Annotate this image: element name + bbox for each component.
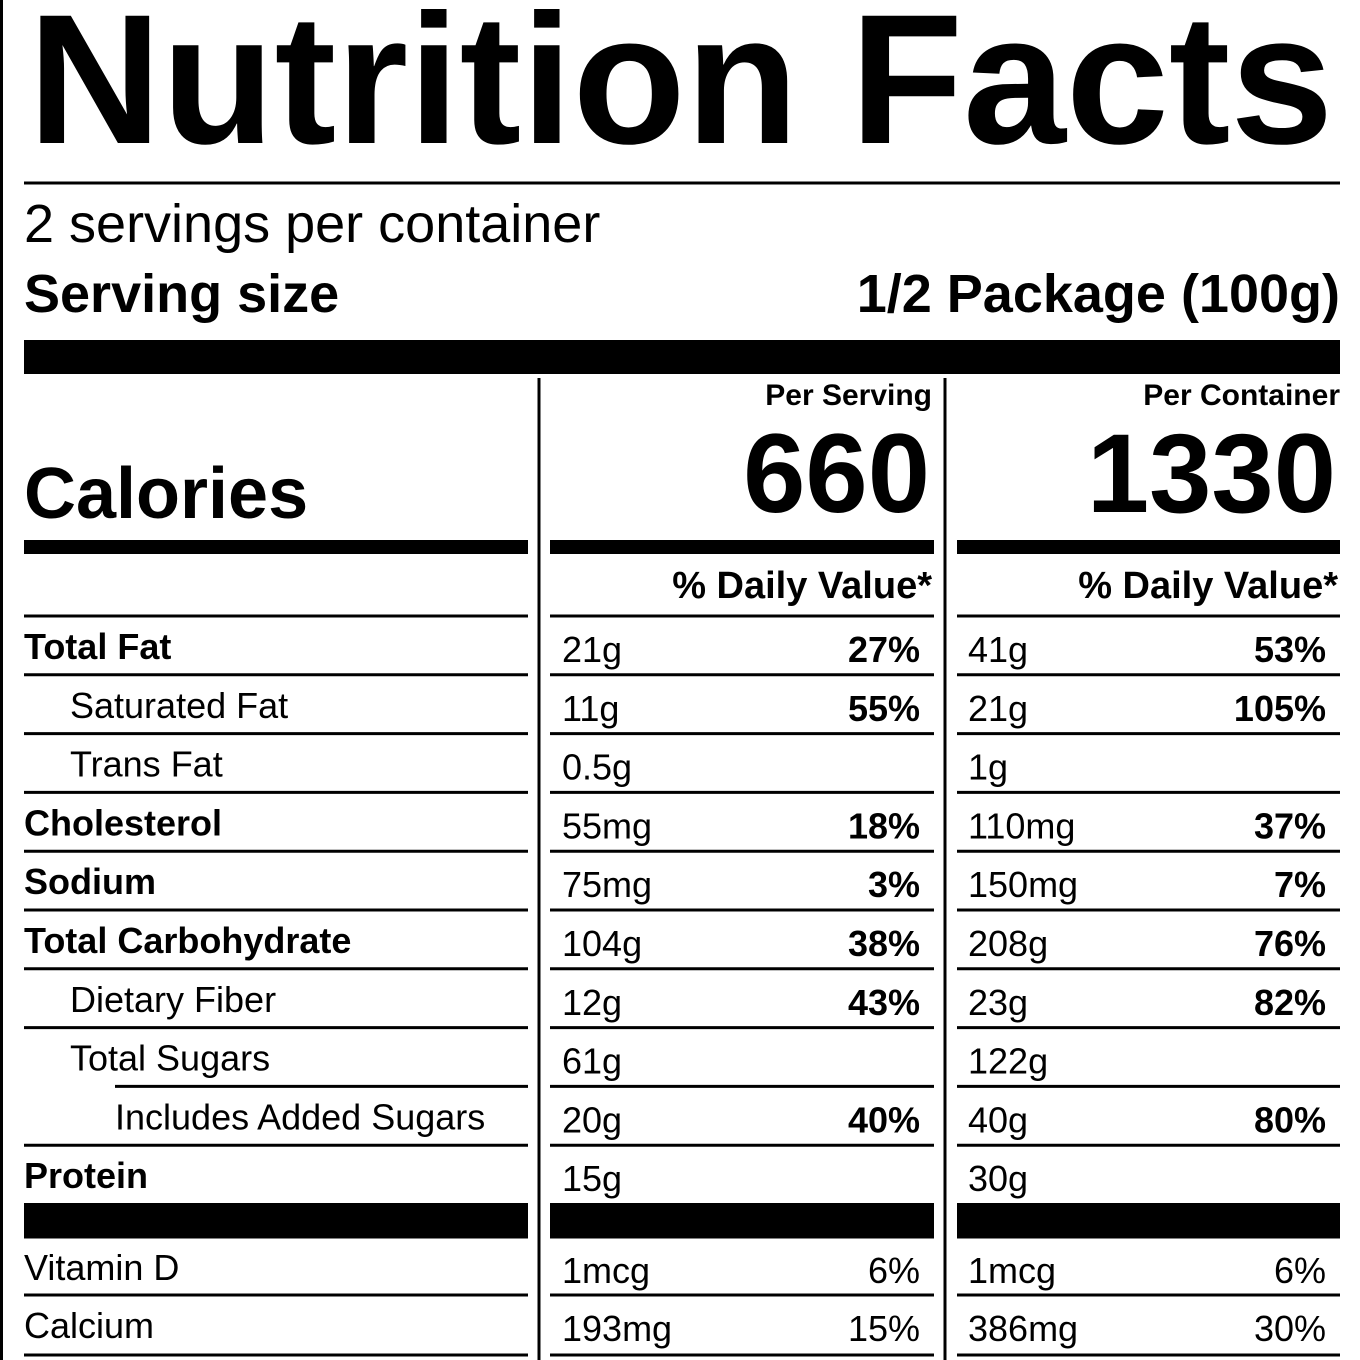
amount: 30g bbox=[968, 1158, 1028, 1199]
amount: 21g bbox=[562, 629, 622, 670]
daily-value: 82% bbox=[1254, 982, 1326, 1023]
daily-value: 43% bbox=[848, 982, 920, 1023]
daily-value: 7% bbox=[1274, 864, 1326, 905]
daily-value: 37% bbox=[1254, 805, 1326, 846]
nutrient-name: Protein bbox=[24, 1155, 148, 1196]
amount: 41g bbox=[968, 629, 1028, 670]
nutrient-name: Includes Added Sugars bbox=[115, 1096, 485, 1137]
amount: 55mg bbox=[562, 805, 652, 846]
nutrient-name: Calcium bbox=[24, 1305, 154, 1346]
amount: 110mg bbox=[968, 805, 1075, 846]
amount: 0.5g bbox=[562, 747, 632, 788]
amount: 386mg bbox=[968, 1308, 1078, 1349]
nutrient-name: Total Carbohydrate bbox=[24, 920, 351, 961]
serving-size-label: Serving size bbox=[24, 264, 339, 324]
column-header: Per Serving bbox=[765, 379, 932, 412]
daily-value: 3% bbox=[868, 864, 920, 905]
nutrient-name: Cholesterol bbox=[24, 802, 222, 843]
amount: 1mcg bbox=[562, 1250, 650, 1291]
daily-value: 18% bbox=[848, 805, 920, 846]
amount: 150mg bbox=[968, 864, 1078, 905]
daily-value: 6% bbox=[868, 1250, 920, 1291]
daily-value: 55% bbox=[848, 688, 920, 729]
nutrient-name: Saturated Fat bbox=[70, 685, 288, 726]
daily-value: 80% bbox=[1254, 1099, 1326, 1140]
daily-value-header: % Daily Value* bbox=[1078, 565, 1338, 607]
amount: 75mg bbox=[562, 864, 652, 905]
thick-bar bbox=[24, 1203, 528, 1237]
amount: 61g bbox=[562, 1041, 622, 1082]
amount: 20g bbox=[562, 1099, 622, 1140]
servings: 2 servings per container bbox=[24, 194, 600, 254]
amount: 12g bbox=[562, 982, 622, 1023]
medium-bar bbox=[24, 540, 528, 554]
thick-bar bbox=[550, 1203, 934, 1237]
nutrient-name: Trans Fat bbox=[70, 744, 223, 785]
title: Nutrition Facts bbox=[28, 0, 1333, 183]
amount: 21g bbox=[968, 688, 1028, 729]
daily-value: 27% bbox=[848, 629, 920, 670]
nutrient-name: Sodium bbox=[24, 861, 156, 902]
daily-value: 6% bbox=[1274, 1250, 1326, 1291]
daily-value: 15% bbox=[848, 1308, 920, 1349]
daily-value: 76% bbox=[1254, 923, 1326, 964]
serving-size-value: 1/2 Package (100g) bbox=[857, 264, 1340, 324]
amount: 23g bbox=[968, 982, 1028, 1023]
calories-label: Calories bbox=[24, 454, 308, 534]
amount: 193mg bbox=[562, 1308, 672, 1349]
amount: 208g bbox=[968, 923, 1048, 964]
nutrient-name: Dietary Fiber bbox=[70, 979, 276, 1020]
thick-bar bbox=[24, 340, 1340, 374]
medium-bar bbox=[957, 540, 1340, 554]
nutrient-name: Vitamin D bbox=[24, 1247, 179, 1288]
calories-value: 1330 bbox=[1087, 411, 1336, 536]
daily-value: 105% bbox=[1234, 688, 1326, 729]
daily-value: 40% bbox=[848, 1099, 920, 1140]
thick-bar bbox=[957, 1203, 1340, 1237]
nutrient-name: Total Sugars bbox=[70, 1038, 270, 1079]
amount: 104g bbox=[562, 923, 642, 964]
amount: 11g bbox=[562, 688, 619, 729]
daily-value-header: % Daily Value* bbox=[672, 565, 932, 607]
border bbox=[0, 0, 3, 1360]
daily-value: 30% bbox=[1254, 1308, 1326, 1349]
amount: 15g bbox=[562, 1158, 622, 1199]
amount: 1g bbox=[968, 747, 1008, 788]
amount: 40g bbox=[968, 1099, 1028, 1140]
nutrient-name: Total Fat bbox=[24, 626, 171, 667]
daily-value: 53% bbox=[1254, 629, 1326, 670]
column-header: Per Container bbox=[1143, 379, 1340, 412]
medium-bar bbox=[550, 540, 934, 554]
amount: 1mcg bbox=[968, 1250, 1056, 1291]
amount: 122g bbox=[968, 1041, 1048, 1082]
daily-value: 38% bbox=[848, 923, 920, 964]
calories-value: 660 bbox=[743, 411, 930, 536]
